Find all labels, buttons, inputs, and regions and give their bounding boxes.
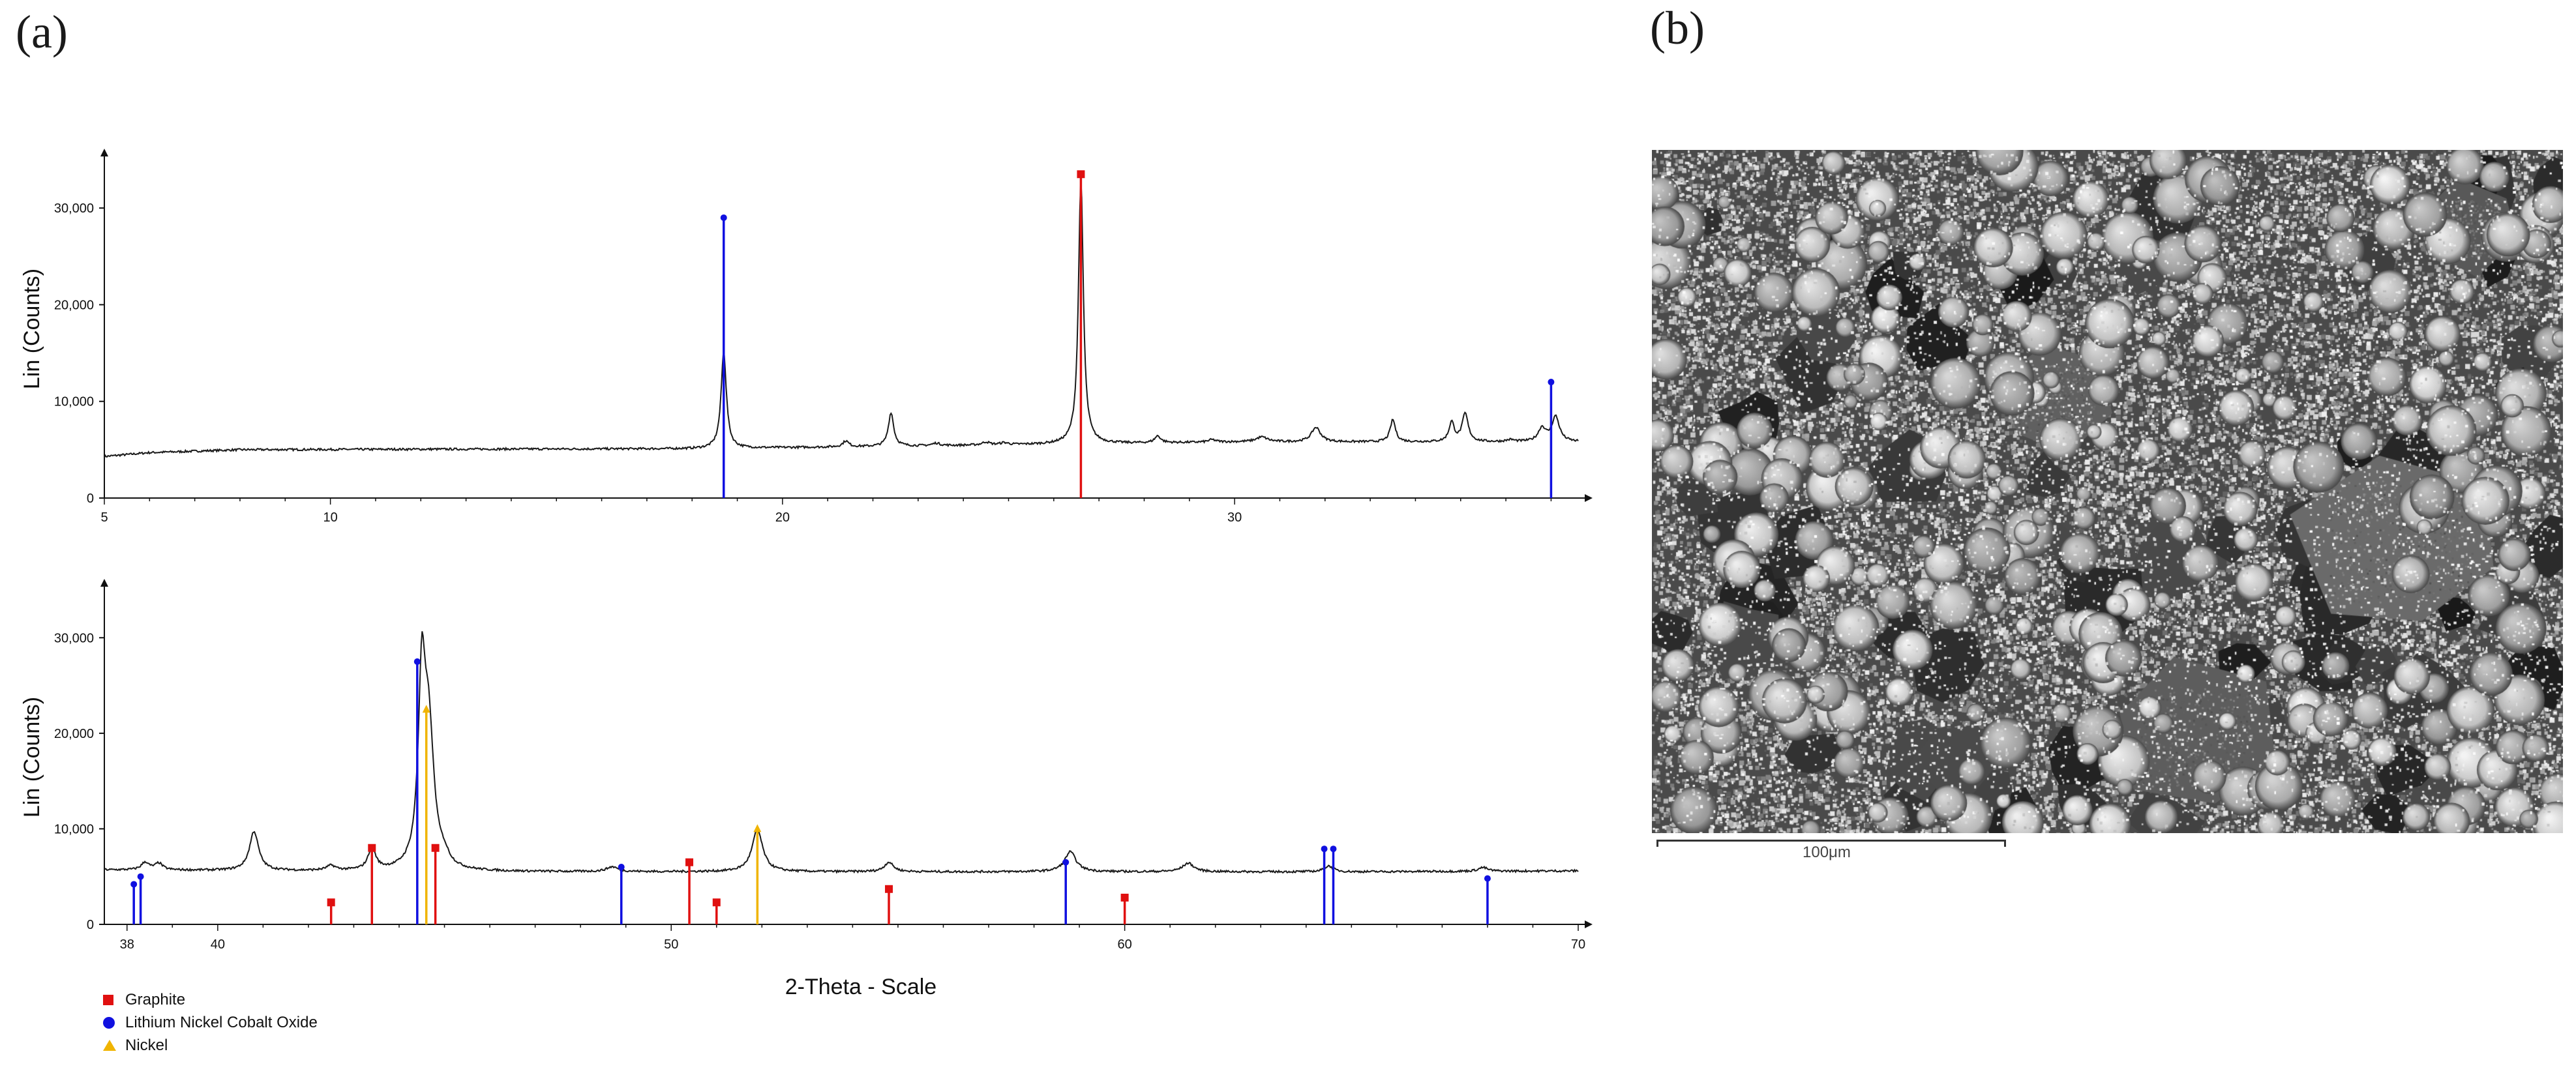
y-tick-label: 10,000 xyxy=(54,822,94,836)
lnco-marker-icon xyxy=(1330,845,1337,853)
x-tick-label: 38 xyxy=(120,937,134,952)
x-axis-arrow-icon xyxy=(1585,494,1593,502)
xrd-pattern-line xyxy=(104,179,1579,458)
nickel-marker-icon xyxy=(422,705,430,713)
lnco-marker-icon xyxy=(1321,845,1328,853)
x-tick-label: 70 xyxy=(1571,937,1585,952)
sem-scale-bar: 100μm xyxy=(1656,833,2009,864)
graphite-marker-icon xyxy=(431,844,440,852)
lnco-marker-icon xyxy=(618,864,625,871)
y-axis-title: Lin (Counts) xyxy=(20,269,44,389)
graphite-marker-icon xyxy=(368,844,376,852)
legend-item-lnco: Lithium Nickel Cobalt Oxide xyxy=(103,1011,318,1034)
x-tick-label: 10 xyxy=(323,510,338,525)
y-tick-label: 0 xyxy=(87,492,94,506)
lnco-marker-icon xyxy=(1548,379,1555,386)
graphite-marker-icon xyxy=(685,858,694,866)
sem-micrograph xyxy=(1652,150,2563,833)
legend-label: Lithium Nickel Cobalt Oxide xyxy=(125,1013,318,1031)
legend-label: Nickel xyxy=(125,1036,168,1054)
xrd-panel-2: 0 10,000 20,000 30,000 38 40 50 60 70 Lin (Counts… xyxy=(20,579,1593,999)
lnco-marker-icon xyxy=(413,658,421,665)
lnco-marker-icon xyxy=(137,873,144,880)
y-axis-arrow-icon xyxy=(100,149,108,156)
graphite-marker-icon xyxy=(712,898,721,907)
y-tick-label: 20,000 xyxy=(54,298,94,312)
legend-item-nickel: Nickel xyxy=(103,1034,318,1057)
sem-image xyxy=(1652,150,2563,833)
y-axis-title: Lin (Counts) xyxy=(20,697,44,817)
triangle-marker-icon xyxy=(103,1040,120,1051)
x-tick-label: 5 xyxy=(100,510,108,525)
scale-bar-line xyxy=(1656,840,2006,847)
nickel-marker-icon xyxy=(753,824,762,832)
xrd-charts: 0 10,000 20,000 30,000 5 10 20 30 Lin (Counts) 0 1… xyxy=(20,149,1593,999)
lnco-marker-icon xyxy=(1062,859,1070,866)
panel-label-b: (b) xyxy=(1650,2,1705,54)
xrd-pattern-line xyxy=(104,631,1579,874)
y-tick-label: 0 xyxy=(87,918,94,932)
legend: Graphite Lithium Nickel Cobalt Oxide Nic… xyxy=(103,988,318,1057)
panel-label-a: (a) xyxy=(16,6,68,58)
xrd-panel-1: 0 10,000 20,000 30,000 5 10 20 30 Lin (Counts) xyxy=(20,149,1593,525)
graphite-marker-icon xyxy=(1120,893,1129,902)
scale-bar-label: 100μm xyxy=(1803,844,1851,861)
y-tick-label: 20,000 xyxy=(54,727,94,741)
x-tick-label: 40 xyxy=(211,937,225,952)
lnco-marker-icon xyxy=(1484,875,1491,882)
square-marker-icon xyxy=(103,994,120,1005)
graphite-marker-icon xyxy=(327,898,335,907)
x-tick-label: 30 xyxy=(1227,510,1242,525)
x-tick-label: 50 xyxy=(664,937,678,952)
legend-label: Graphite xyxy=(125,990,186,1008)
y-axis-arrow-icon xyxy=(100,579,108,587)
y-tick-label: 30,000 xyxy=(54,201,94,216)
x-tick-label: 20 xyxy=(775,510,790,525)
lnco-marker-icon xyxy=(130,881,138,888)
graphite-marker-icon xyxy=(885,885,893,893)
x-axis-title: 2-Theta - Scale xyxy=(785,975,936,999)
circle-marker-icon xyxy=(103,1016,120,1029)
y-tick-label: 10,000 xyxy=(54,395,94,409)
graphite-marker-icon xyxy=(1077,170,1085,179)
lnco-marker-icon xyxy=(720,214,727,221)
legend-item-graphite: Graphite xyxy=(103,988,318,1011)
x-axis-arrow-icon xyxy=(1585,920,1593,928)
y-tick-label: 30,000 xyxy=(54,631,94,645)
x-tick-label: 60 xyxy=(1117,937,1131,952)
